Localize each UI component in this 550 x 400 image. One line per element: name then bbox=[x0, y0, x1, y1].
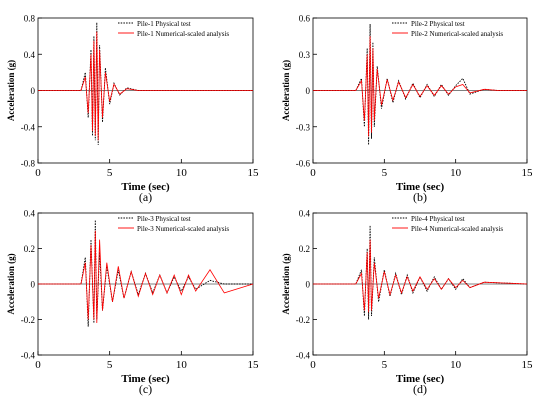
x-tick-label: 10 bbox=[176, 167, 188, 179]
series-line-1 bbox=[313, 225, 528, 320]
x-tick-label: 0 bbox=[310, 167, 316, 179]
y-tick-label: 0 bbox=[31, 280, 36, 290]
y-tick-label: -0.8 bbox=[21, 159, 36, 169]
chart-panel-4: 0 5 10 15 -0.4 -0.2 0 0.2 0.4 Time (sec) Accelerat… bbox=[281, 209, 533, 397]
series-line-2 bbox=[313, 36, 527, 137]
y-axis-label: Acceleration (g) bbox=[281, 253, 291, 314]
legend-label: Pile-3 Physical test bbox=[137, 215, 191, 223]
legend-label: Pile-1 Physical test bbox=[137, 20, 191, 28]
x-tick-label: 10 bbox=[450, 359, 462, 371]
x-tick-label: 10 bbox=[176, 359, 188, 371]
y-tick-label: -0.4 bbox=[296, 351, 311, 361]
x-tick-label: 15 bbox=[522, 167, 534, 179]
series-line-2 bbox=[38, 230, 254, 324]
panel-label: (c) bbox=[139, 382, 152, 396]
legend-label: Pile-3 Numerical-scaled analysis bbox=[137, 225, 229, 233]
legend-label: Pile-2 Physical test bbox=[411, 20, 465, 28]
y-tick-label: 0.4 bbox=[24, 50, 36, 60]
x-tick-label: 15 bbox=[248, 359, 260, 371]
y-axis-label: Acceleration (g) bbox=[281, 60, 291, 121]
x-tick-label: 5 bbox=[382, 359, 388, 371]
chart-panel-1: 0 5 10 15 -0.8 -0.4 0 0.4 0.8 Time (sec) Accelerat… bbox=[6, 14, 259, 205]
x-tick-label: 5 bbox=[107, 359, 113, 371]
y-tick-label: 0.6 bbox=[299, 14, 311, 24]
x-axis-label: Time (sec) bbox=[396, 373, 445, 385]
panel-label: (d) bbox=[413, 382, 427, 396]
x-tick-label: 15 bbox=[248, 167, 260, 179]
y-tick-label: -0.2 bbox=[21, 315, 35, 325]
y-tick-label: -0.4 bbox=[21, 122, 36, 132]
chart-panel-2: 0 5 10 15 -0.6 -0.3 0 0.3 0.6 Time (sec) Accelerat… bbox=[281, 14, 533, 205]
x-axis-label: Time (sec) bbox=[121, 181, 170, 193]
panel-label: (b) bbox=[413, 190, 427, 204]
x-tick-label: 0 bbox=[35, 359, 41, 371]
y-tick-label: -0.3 bbox=[296, 122, 311, 132]
y-tick-label: 0 bbox=[31, 86, 36, 96]
series-line-1 bbox=[38, 22, 253, 145]
y-tick-label: 0.8 bbox=[24, 14, 36, 24]
y-tick-label: -0.6 bbox=[296, 159, 311, 169]
legend-label: Pile-4 Numerical-scaled analysis bbox=[411, 225, 503, 233]
x-tick-label: 5 bbox=[107, 167, 113, 179]
x-axis-label: Time (sec) bbox=[396, 181, 445, 193]
panel-label: (a) bbox=[139, 190, 152, 204]
y-tick-label: 0 bbox=[306, 280, 311, 290]
y-axis-label: Acceleration (g) bbox=[6, 253, 16, 314]
y-tick-label: 0.3 bbox=[299, 50, 311, 60]
y-tick-label: 0.4 bbox=[299, 209, 311, 219]
y-tick-label: 0.2 bbox=[299, 244, 310, 254]
y-tick-label: 0 bbox=[306, 86, 311, 96]
x-axis-label: Time (sec) bbox=[121, 373, 170, 385]
series-line-2 bbox=[313, 239, 528, 313]
series-line-1 bbox=[313, 23, 527, 145]
x-tick-label: 5 bbox=[382, 167, 388, 179]
y-tick-label: -0.2 bbox=[296, 315, 310, 325]
y-tick-label: 0.2 bbox=[24, 244, 35, 254]
x-tick-label: 0 bbox=[35, 167, 41, 179]
x-tick-label: 10 bbox=[450, 167, 462, 179]
legend-label: Pile-1 Numerical-scaled analysis bbox=[137, 30, 229, 38]
y-tick-label: 0.4 bbox=[24, 209, 36, 219]
legend-label: Pile-4 Physical test bbox=[411, 215, 465, 223]
y-tick-label: -0.4 bbox=[21, 351, 36, 361]
legend-label: Pile-2 Numerical-scaled analysis bbox=[411, 30, 503, 38]
chart-panel-3: 0 5 10 15 -0.4 -0.2 0 0.2 0.4 Time (sec) Accelerat… bbox=[6, 209, 259, 397]
x-tick-label: 15 bbox=[522, 359, 534, 371]
series-line-2 bbox=[38, 31, 253, 141]
x-tick-label: 0 bbox=[310, 359, 316, 371]
y-axis-label: Acceleration (g) bbox=[6, 60, 16, 121]
